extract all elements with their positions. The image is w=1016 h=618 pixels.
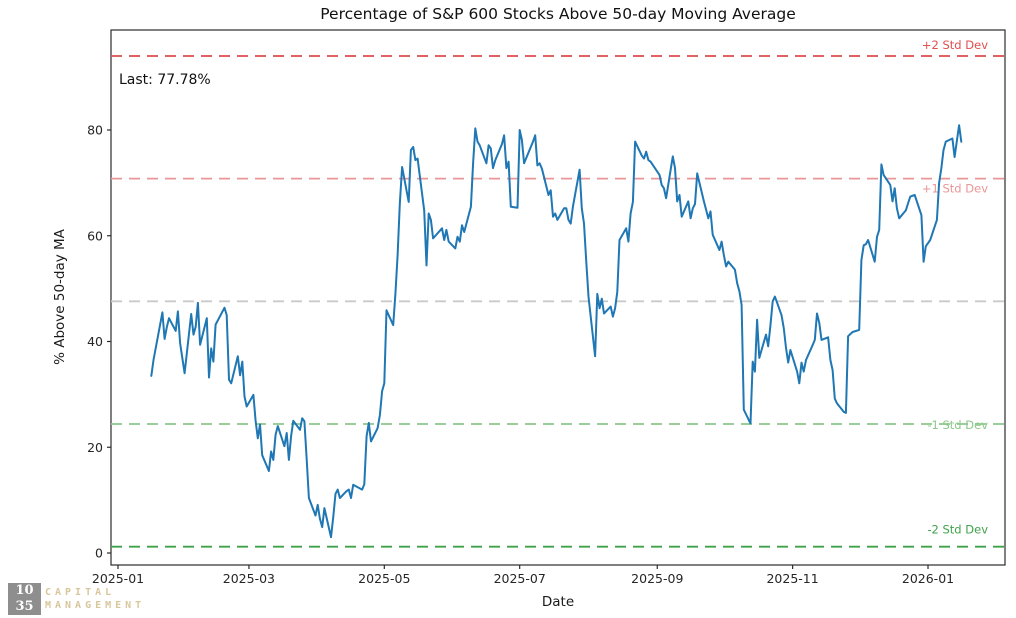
plot-frame [110, 29, 1006, 566]
last-value-annotation: Last: 77.78% [119, 72, 211, 88]
logo-name: CAPITAL MANAGEMENT [45, 586, 145, 612]
series-line [150, 124, 963, 539]
logo-name-line1: CAPITAL [45, 587, 116, 598]
x-tick-label: 2025-11 [766, 571, 818, 586]
y-tick-label: 60 [87, 228, 103, 243]
x-tick-label: 2025-03 [223, 571, 275, 586]
x-tick-label: 2026-01 [902, 571, 954, 586]
x-axis-label: Date [542, 594, 574, 610]
logo-mark-line2: 35 [15, 599, 34, 614]
y-tick-label: 80 [87, 123, 103, 138]
x-tick-label: 2025-01 [92, 571, 144, 586]
y-tick-label: 0 [95, 546, 103, 561]
std-dev-label: +2 Std Dev [922, 38, 988, 52]
logo-name-line2: MANAGEMENT [45, 600, 146, 611]
x-tick-label: 2025-07 [494, 571, 546, 586]
y-tick-label: 40 [87, 334, 103, 349]
x-tick-label: 2025-05 [358, 571, 410, 586]
y-tick-label: 20 [87, 440, 103, 455]
logo-mark: 10 35 [8, 583, 41, 615]
company-logo: 10 35 CAPITAL MANAGEMENT [8, 583, 145, 615]
reference-lines: +2 Std Dev +1 Std Dev -1 Std Dev -2 Std Dev [111, 38, 1005, 548]
logo-mark-line1: 10 [15, 583, 34, 598]
chart-title: Percentage of S&P 600 Stocks Above 50-da… [320, 5, 796, 23]
x-tick-label: 2025-09 [631, 571, 683, 586]
std-dev-label: +1 Std Dev [922, 182, 988, 196]
axis-ticks: 0 20 40 60 80 2025-01 2025-03 2025-05 2025-07 202… [87, 123, 954, 587]
pct-above-ma-line [150, 124, 963, 539]
std-dev-label: -2 Std Dev [927, 523, 988, 537]
y-axis-label: % Above 50-day MA [52, 228, 68, 365]
std-dev-label: -1 Std Dev [927, 418, 988, 432]
